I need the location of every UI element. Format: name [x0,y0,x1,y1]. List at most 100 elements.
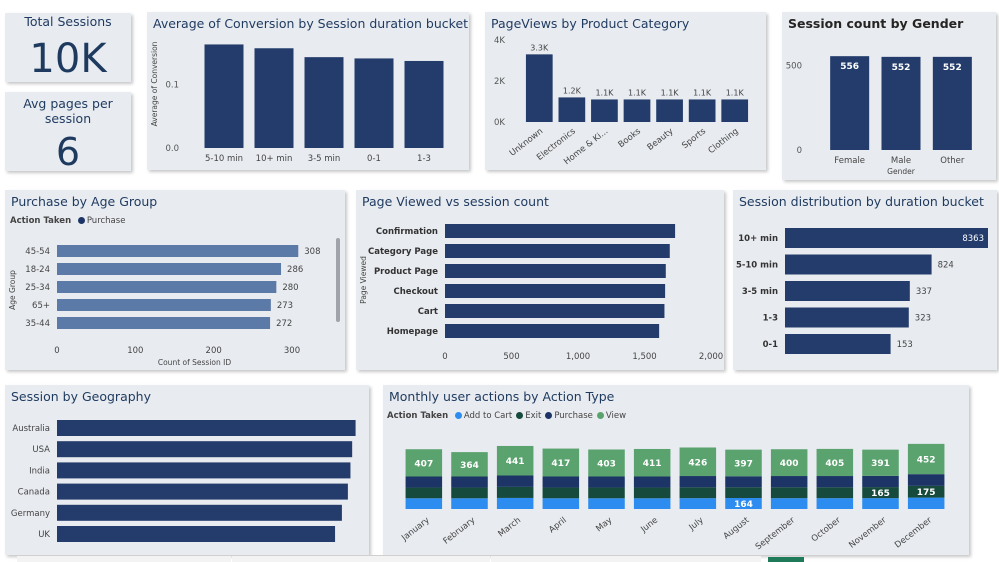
age-bar-45-54 [57,245,299,257]
monthly-add-to-cart-segment-january [405,498,443,509]
pv-label-books: 1.1K [628,88,647,97]
monthly-add-to-cart-segment-june [633,498,671,509]
geo-ytick-germany: Germany [11,509,50,519]
kpi-avg-pages-value: 6 [55,130,81,174]
pv-bar-unknown [525,54,553,122]
age-chart-card: Purchase by Age Group Action Taken Purch… [5,190,345,370]
monthly-add-to-cart-segment-february [451,498,488,509]
kpi-total-sessions-card: Total Sessions 10K [5,13,131,82]
monthly-label-exit-november: 165 [871,489,890,499]
age-value-35-44: 272 [276,319,292,329]
age-bar-25-34 [57,281,277,293]
age-chart: Age Group 45-54 308 18-24 286 25-34 280 65+ 273 3… [8,245,321,367]
monthly-purchase-segment-june [633,476,671,488]
age-value-45-54: 308 [304,247,320,257]
pvw-ytick-homepage: Homepage [387,327,438,337]
age-xtick: 200 [206,346,222,356]
gender-ytick: 0 [797,146,802,156]
age-bar-35-44 [57,317,271,329]
geo-bar-germany [57,504,342,521]
age-chart-scrollbar[interactable] [336,238,340,322]
age-legend-title: Action Taken [10,216,72,226]
pvw-ytick-checkout: Checkout [394,287,438,297]
monthly-xtick-november: November [847,515,888,550]
geo-bar-canada [57,483,348,500]
conv-bar-3-5-min [304,57,344,149]
conv-bar-10-min [254,48,294,149]
age-chart-legend[interactable]: Action Taken Purchase [10,216,125,226]
monthly-chart-card: Monthly user actions by Action Type Acti… [383,385,969,555]
monthly-exit-segment-november [862,487,899,499]
monthly-label-exit-december: 175 [917,488,936,498]
monthly-purchase-segment-february [451,476,488,488]
conv-bar-0-1 [354,58,394,148]
pv-bar-books [623,99,651,122]
monthly-exit-segment-september [770,487,808,499]
pv-bar-sports [688,99,716,122]
monthly-purchase-segment-october [816,476,854,488]
geo-bar-uk [57,526,336,542]
pageviews-chart-card: PageViews by Product Category 4K 2K 0K 3.3K… [485,12,766,170]
active-page-tab[interactable] [768,557,804,562]
conv-xtick-3-5-min: 3-5 min [308,154,341,164]
pvw-xtick: 0 [442,352,447,362]
pvw-ytick-confirmation: Confirmation [376,227,438,237]
pageviews-chart-title: PageViews by Product Category [491,16,690,31]
pv-xtick-sports: Sports [680,126,708,151]
pvw-bar-checkout [445,284,666,298]
purchase-legend-dot [77,217,85,224]
monthly-chart: 407 January 364 February 441 March 417 April 403… [399,443,945,552]
dur-bar-1-3 [785,307,909,328]
gender-bar-female [830,56,870,150]
monthly-add-to-cart-segment-august [725,498,762,509]
dur-value-3-5-min: 337 [916,287,932,297]
pv-ytick: 4K [494,36,505,46]
monthly-purchase-segment-april [542,476,580,488]
geo-ytick-australia: Australia [12,424,50,434]
monthly-view-segment-december [907,443,945,475]
monthly-xtick-february: February [442,515,478,546]
gender-value-other: 552 [943,63,962,73]
monthly-exit-segment-january [405,487,443,499]
age-chart-title: Purchase by Age Group [11,194,158,209]
monthly-label-view-november: 391 [871,459,890,469]
monthly-purchase-segment-september [770,476,808,488]
pv-xtick-clothing: Clothing [707,126,741,156]
geo-ytick-uk: UK [38,530,50,540]
conversion-chart: Average of Conversion 0.1 0.0 5-10 min 10+ m… [150,41,444,164]
dur-ytick-0-1: 0-1 [763,340,778,350]
monthly-add-to-cart-segment-december [907,497,945,509]
age-xlabel: Count of Session ID [158,358,231,367]
monthly-xtick-september: September [754,515,798,552]
pvw-bar-confirmation [445,224,676,238]
pvw-ytick-product-page: Product Page [374,267,438,277]
monthly-xtick-may: May [594,515,614,534]
exit-legend-dot [516,412,524,419]
geography-chart-title: Session by Geography [11,389,151,404]
age-value-65: 273 [277,301,293,311]
conv-xtick-0-1: 0-1 [367,154,381,164]
monthly-legend-title: Action Taken [387,411,449,421]
monthly-xtick-december: December [893,515,934,550]
age-value-25-34: 280 [282,283,298,293]
monthly-view-segment-november [862,449,899,476]
monthly-chart-legend[interactable]: Action Taken Add to Cart Exit Purchase View [387,411,626,421]
age-value-18-24: 286 [287,265,303,275]
monthly-purchase-segment-november [862,475,899,488]
conv-ylabel: Average of Conversion [150,41,159,126]
monthly-view-segment-may [588,449,625,477]
monthly-label-view-april: 417 [551,459,570,469]
age-ytick-18-24: 18-24 [25,265,50,275]
pvw-bar-category-page [445,244,670,258]
monthly-add-to-cart-segment-october [816,498,854,509]
gender-value-female: 556 [840,62,859,72]
age-ylabel: Age Group [8,270,17,310]
monthly-view-segment-january [405,449,443,477]
monthly-add-to-cart-segment-april [542,498,580,509]
monthly-view-segment-april [542,448,580,477]
monthly-exit-segment-march [496,486,534,498]
gender-chart-title: Session count by Gender [788,16,964,31]
dur-bar-3-5-min [785,281,910,301]
monthly-view-segment-september [770,449,808,477]
dur-bar-0-1 [785,334,891,354]
